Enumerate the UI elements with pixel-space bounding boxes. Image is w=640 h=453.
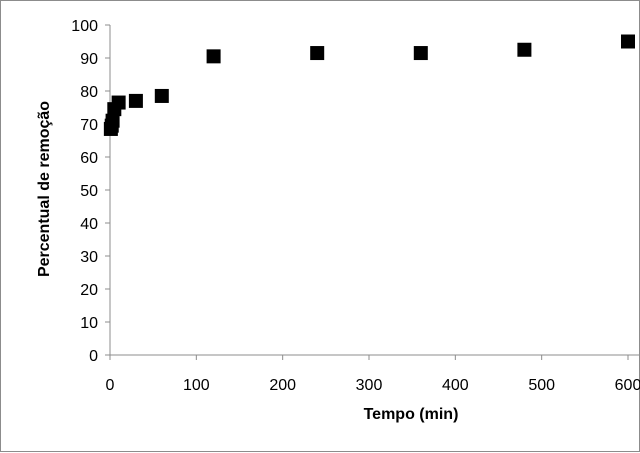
x-axis-title: Tempo (min) [364, 406, 459, 423]
y-tick-label: 50 [80, 183, 98, 200]
x-tick-label: 200 [269, 377, 296, 394]
data-point [413, 46, 428, 61]
x-tick-label: 300 [356, 377, 383, 394]
data-point [621, 34, 635, 49]
y-tick-label: 40 [80, 216, 98, 233]
x-tick-label: 100 [183, 377, 210, 394]
data-points [103, 34, 635, 136]
data-point [517, 42, 532, 57]
y-tick-label: 60 [80, 150, 98, 167]
data-point [111, 95, 126, 110]
y-tick-label: 70 [80, 117, 98, 134]
x-tick-label: 400 [442, 377, 469, 394]
y-tick-label: 80 [80, 84, 98, 101]
tick-labels: 0 10 20 30 40 50 60 70 80 90 100 0 100 200 300 400 500 60… [71, 18, 640, 394]
y-axis-title: Percentual de remoção [36, 101, 53, 277]
axes [105, 24, 640, 360]
y-tick-label: 10 [80, 315, 98, 332]
y-tick-label: 90 [80, 51, 98, 68]
data-point [105, 113, 120, 128]
data-point [206, 49, 221, 64]
y-tick-label: 100 [71, 18, 98, 35]
data-point [154, 88, 169, 103]
data-point [310, 46, 325, 61]
y-tick-label: 0 [89, 348, 98, 365]
x-tick-label: 0 [106, 377, 115, 394]
y-tick-label: 20 [80, 282, 98, 299]
x-tick-label: 500 [528, 377, 555, 394]
y-tick-label: 30 [80, 249, 98, 266]
data-point [128, 93, 143, 108]
x-tick-label: 600 [615, 377, 640, 394]
